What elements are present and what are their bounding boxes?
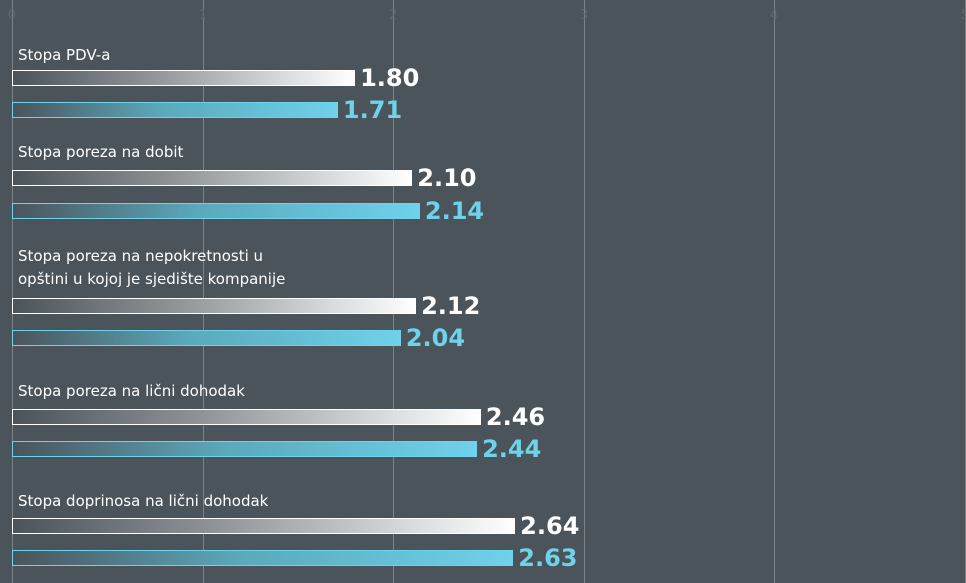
data-label: 2.44 <box>482 435 542 463</box>
gridline <box>584 0 585 583</box>
data-label: 1.80 <box>360 64 420 92</box>
bar <box>12 330 401 346</box>
category-label: Stopa PDV-a <box>18 46 111 64</box>
bar <box>12 441 478 457</box>
bar <box>12 298 417 314</box>
x-tick-label: 2 <box>388 8 398 23</box>
bar <box>12 518 516 534</box>
bar <box>12 203 420 219</box>
bar <box>12 170 413 186</box>
data-label: 2.46 <box>485 403 546 431</box>
data-label: 2.12 <box>421 292 481 320</box>
bar <box>12 409 481 425</box>
x-tick-label: 4 <box>769 8 779 23</box>
category-label: Stopa doprinosa na lični dohodak <box>18 492 269 510</box>
bar <box>12 550 514 566</box>
gridline <box>12 0 13 583</box>
gridline <box>774 0 775 583</box>
x-tick-label: 5 <box>960 8 966 23</box>
bar <box>12 102 338 118</box>
data-label: 2.14 <box>424 197 485 225</box>
gridline <box>393 0 394 583</box>
data-label: 2.04 <box>405 324 466 352</box>
x-tick-label: 1 <box>198 8 208 23</box>
gridline <box>203 0 204 583</box>
x-tick-label: 3 <box>579 8 589 23</box>
data-label: 2.10 <box>417 164 477 192</box>
x-tick-label: 0 <box>7 8 17 23</box>
category-label: Stopa poreza na dobit <box>18 143 184 161</box>
data-label: 2.64 <box>520 512 580 540</box>
bar <box>12 70 356 86</box>
category-label: Stopa poreza na nepokretnosti u opštini … <box>18 247 286 288</box>
data-label: 2.63 <box>518 544 578 572</box>
category-label: Stopa poreza na lični dohodak <box>18 382 245 400</box>
data-label: 1.71 <box>342 96 403 124</box>
